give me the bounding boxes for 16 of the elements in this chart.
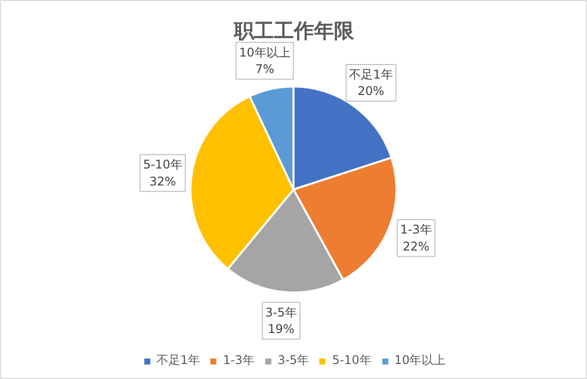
data-label: 22% [402,239,430,254]
data-label: 7% [255,62,274,76]
legend-label: 10年以上 [394,352,446,369]
slice-label: 3-5年 [265,305,297,320]
data-label: 32% [149,174,176,188]
legend-label: 不足1年 [156,352,200,369]
data-label: 20% [358,84,384,98]
data-label: 19% [268,322,294,336]
legend-label: 1-3年 [222,352,255,369]
slice-label: 1-3年 [400,222,432,237]
legend-label: 5-10年 [332,352,372,369]
chart-title: 职工工作年限 [233,18,355,42]
slice-label: 10年以上 [239,45,290,60]
slice-label: 不足1年 [349,67,393,82]
slice-label: 5-10年 [143,158,182,172]
legend-label: 3-5年 [278,352,310,369]
